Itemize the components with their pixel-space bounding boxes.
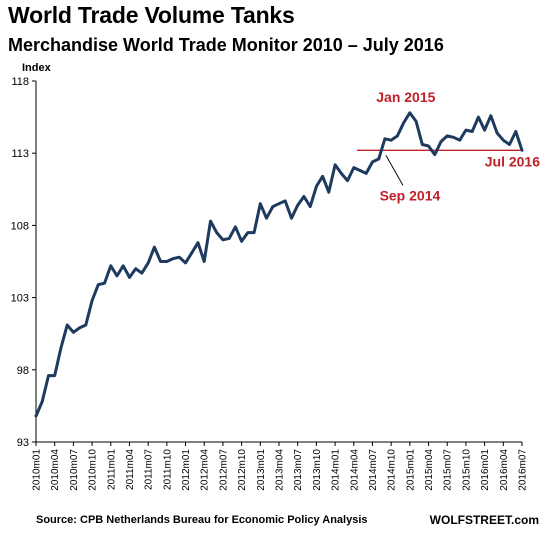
x-tick-label: 2010m04 (50, 449, 61, 491)
y-tick-label: 108 (11, 220, 29, 232)
brand-label: WOLFSTREET.com (429, 513, 539, 527)
x-tick-label: 2011m10 (162, 449, 173, 490)
x-tick-label: 2012m01 (181, 449, 192, 491)
x-tick-label: 2013m10 (312, 449, 323, 491)
x-axis: 2010m01 2010m04 2010m07 2010m10 2011m01 2011m… (32, 441, 529, 491)
x-tick-label: 2016m01 (480, 449, 491, 491)
x-tick-label: 2010m01 (32, 449, 43, 491)
y-tick-label: 93 (17, 437, 29, 449)
annotation-jul-2016: Jul 2016 (485, 153, 540, 169)
x-tick-label: 2016m07 (518, 449, 529, 491)
x-tick-label: 2014m10 (387, 449, 398, 491)
x-tick-label: 2012m04 (200, 449, 211, 491)
x-tick-label: 2011m01 (106, 449, 117, 490)
annotation-jan-2015: Jan 2015 (376, 89, 435, 105)
x-tick-label: 2015m04 (424, 449, 435, 491)
x-tick-label: 2015m01 (405, 449, 416, 491)
x-tick-label: 2012m10 (237, 449, 248, 491)
x-tick-label: 2012m07 (218, 449, 229, 491)
x-tick-label: 2010m10 (88, 449, 99, 491)
series-line-world-trade (34, 111, 524, 418)
annotations: Jan 2015 Sep 2014 Jul 2016 (376, 89, 540, 204)
x-tick-label: 2016m04 (499, 449, 510, 491)
x-tick-label: 2013m04 (275, 449, 286, 491)
y-axis-label: Index (22, 62, 51, 74)
chart-title: World Trade Volume Tanks (8, 2, 295, 28)
x-tick-label: 2010m07 (69, 449, 80, 491)
y-tick-label: 113 (11, 148, 29, 160)
x-tick-label: 2015m10 (461, 449, 472, 491)
x-tick-label: 2014m07 (368, 449, 379, 491)
x-tick-label: 2011m04 (125, 449, 136, 490)
x-tick-label: 2015m07 (443, 449, 454, 491)
x-tick-label: 2011m07 (144, 449, 155, 490)
annotation-sep-2014: Sep 2014 (380, 187, 441, 203)
x-tick-label: 2013m07 (293, 449, 304, 491)
annotation-pointer (385, 155, 404, 186)
x-tick-label: 2013m01 (256, 449, 267, 491)
y-tick-label: 103 (11, 293, 29, 305)
y-axis: 93 98 103 108 113 118 (11, 76, 37, 449)
source-note: Source: CPB Netherlands Bureau for Econo… (36, 514, 368, 526)
chart-subtitle: Merchandise World Trade Monitor 2010 – J… (8, 35, 444, 55)
x-tick-label: 2014m04 (349, 449, 360, 491)
y-tick-label: 118 (11, 76, 29, 88)
y-tick-label: 98 (17, 365, 29, 377)
x-tick-label: 2014m01 (331, 449, 342, 491)
